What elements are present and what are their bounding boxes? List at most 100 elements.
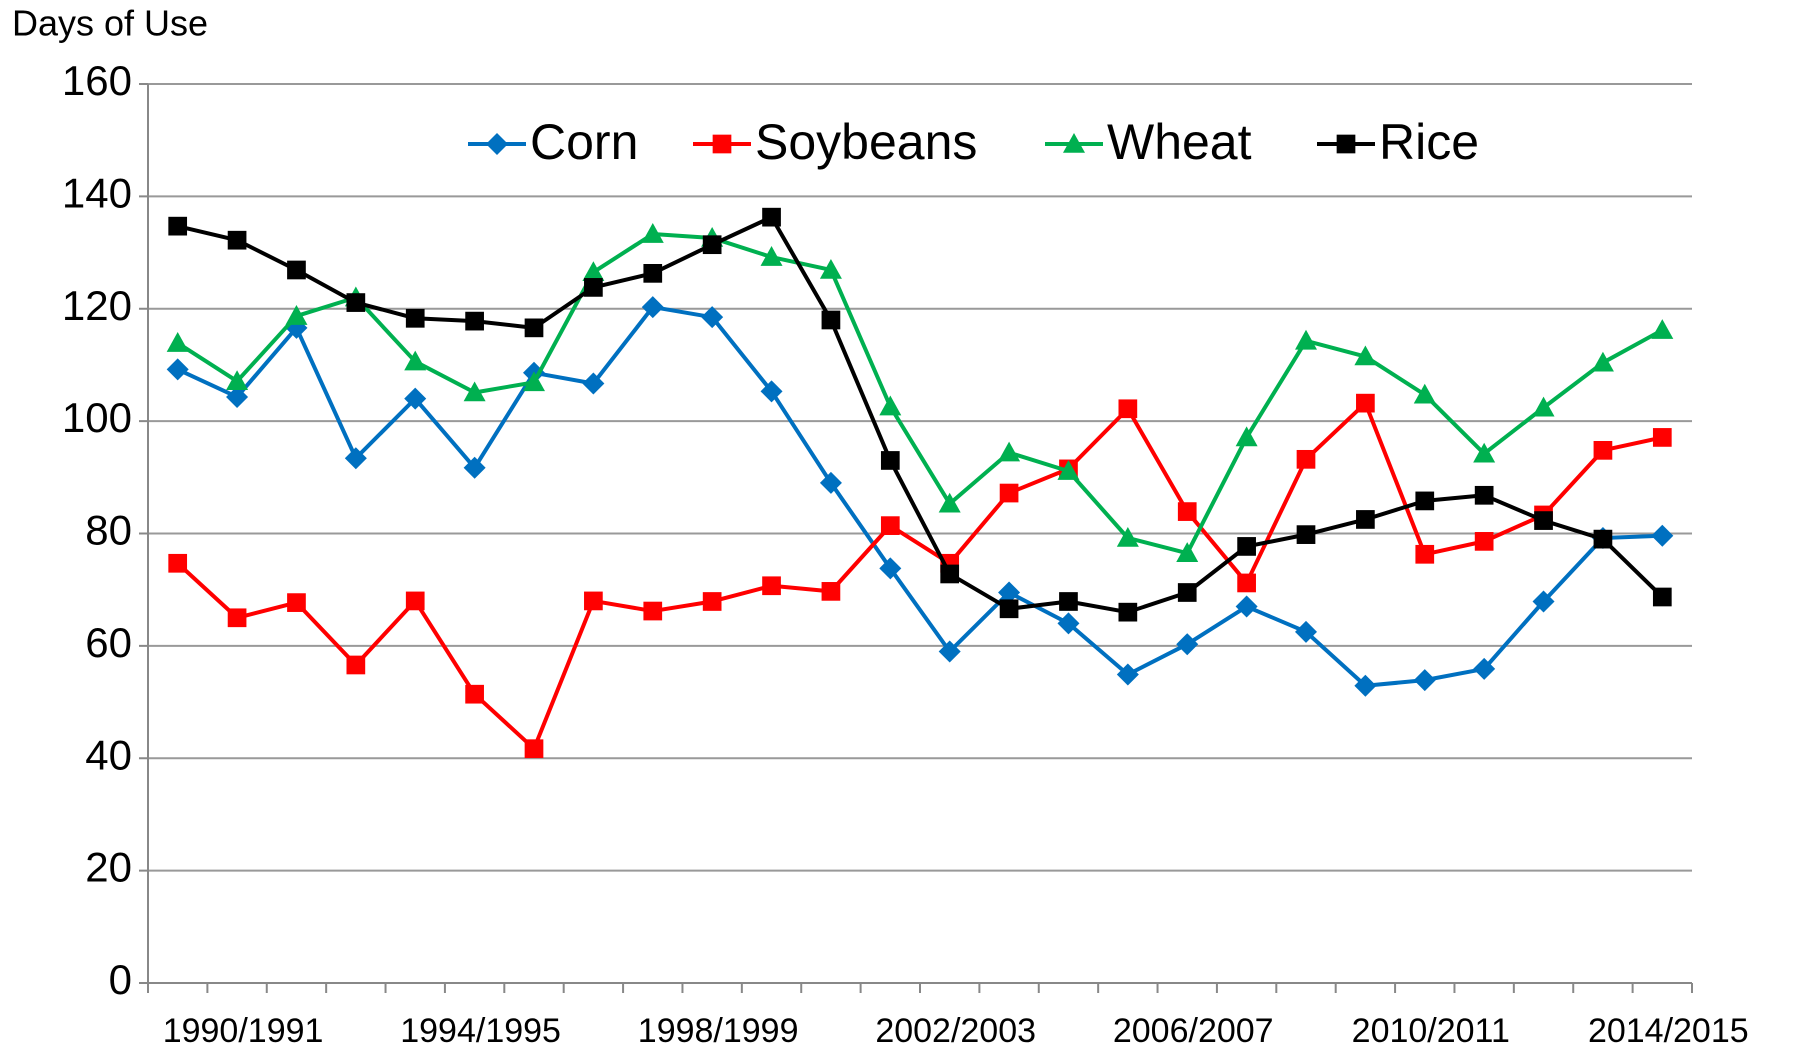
marker: [1057, 612, 1080, 635]
marker: [1177, 502, 1197, 521]
marker: [227, 608, 247, 628]
marker: [1652, 587, 1672, 607]
marker: [1413, 383, 1436, 404]
marker: [641, 223, 664, 243]
marker: [1473, 442, 1496, 463]
marker: [1591, 351, 1614, 372]
x-tick-label: 2002/2003: [875, 1012, 1036, 1050]
y-tick-label: 0: [109, 956, 132, 1003]
marker: [1118, 399, 1138, 419]
y-axis-label: Days of Use: [12, 3, 208, 44]
marker: [762, 207, 781, 227]
marker: [524, 739, 544, 759]
marker: [1237, 537, 1256, 556]
series-line: [176, 232, 1664, 556]
marker: [1235, 426, 1258, 447]
y-tick-label: 160: [62, 57, 132, 104]
y-tick-label: 120: [62, 282, 132, 329]
marker: [1296, 449, 1316, 469]
marker: [1651, 319, 1674, 339]
y-tick-label: 60: [85, 619, 132, 666]
legend-label: Wheat: [1107, 114, 1252, 170]
marker: [1296, 525, 1316, 544]
marker: [1057, 460, 1080, 480]
marker: [760, 380, 783, 403]
marker: [641, 296, 664, 319]
marker: [1415, 544, 1435, 564]
marker: [463, 456, 486, 479]
series-line: [176, 401, 1663, 751]
marker: [582, 372, 605, 395]
legend-label: Soybeans: [755, 114, 977, 170]
marker: [1059, 592, 1078, 611]
legend-label: Rice: [1379, 114, 1479, 170]
y-tick-label: 40: [85, 731, 132, 778]
marker: [344, 447, 367, 470]
marker: [1177, 583, 1197, 602]
marker: [346, 655, 366, 675]
marker: [938, 640, 961, 663]
marker: [405, 308, 425, 328]
marker: [940, 564, 960, 584]
y-tick-label: 100: [62, 394, 132, 441]
y-tick-label: 80: [85, 507, 132, 554]
marker: [1237, 573, 1256, 593]
marker: [1652, 428, 1672, 447]
marker: [1295, 329, 1317, 350]
marker: [1415, 491, 1435, 511]
marker: [1118, 602, 1138, 622]
legend-label: Corn: [530, 114, 638, 170]
marker: [1474, 532, 1494, 551]
marker: [1474, 485, 1494, 505]
marker: [1593, 440, 1613, 460]
marker: [168, 553, 188, 573]
marker: [712, 134, 732, 154]
marker: [287, 593, 306, 612]
marker: [226, 385, 249, 408]
marker: [166, 332, 189, 352]
marker: [998, 441, 1021, 462]
marker: [880, 451, 900, 470]
marker: [166, 358, 189, 381]
x-tick-label: 1990/1991: [163, 1012, 324, 1050]
marker: [879, 395, 902, 416]
marker: [1354, 345, 1377, 366]
marker: [465, 311, 484, 331]
marker: [1116, 663, 1139, 686]
marker: [582, 261, 605, 282]
marker: [227, 230, 247, 250]
marker: [701, 306, 724, 329]
marker: [999, 483, 1019, 503]
x-tick-label: 2010/2011: [1352, 1012, 1510, 1050]
marker: [168, 216, 188, 236]
marker: [821, 582, 841, 601]
marker: [998, 581, 1021, 604]
marker: [1532, 396, 1555, 417]
marker: [465, 684, 484, 704]
series-line: [177, 215, 1664, 615]
marker: [999, 599, 1019, 619]
marker: [1354, 674, 1377, 697]
marker: [1336, 134, 1356, 154]
marker: [226, 370, 249, 391]
marker: [287, 260, 306, 280]
x-tick-label: 2006/2007: [1113, 1012, 1274, 1050]
marker: [1176, 542, 1199, 562]
marker: [404, 387, 427, 410]
marker: [584, 591, 603, 611]
marker: [285, 305, 308, 325]
x-tick-label: 1998/1999: [638, 1012, 799, 1050]
marker: [938, 492, 961, 513]
marker: [1356, 393, 1375, 413]
marker: [486, 133, 508, 155]
marker: [1413, 669, 1436, 692]
marker: [819, 471, 842, 494]
marker: [821, 310, 841, 330]
y-tick-label: 20: [85, 844, 132, 891]
marker: [1534, 511, 1553, 530]
x-tick-label: 2014/2015: [1588, 1012, 1749, 1050]
marker: [524, 318, 544, 338]
marker: [643, 601, 663, 621]
marker: [523, 371, 545, 392]
